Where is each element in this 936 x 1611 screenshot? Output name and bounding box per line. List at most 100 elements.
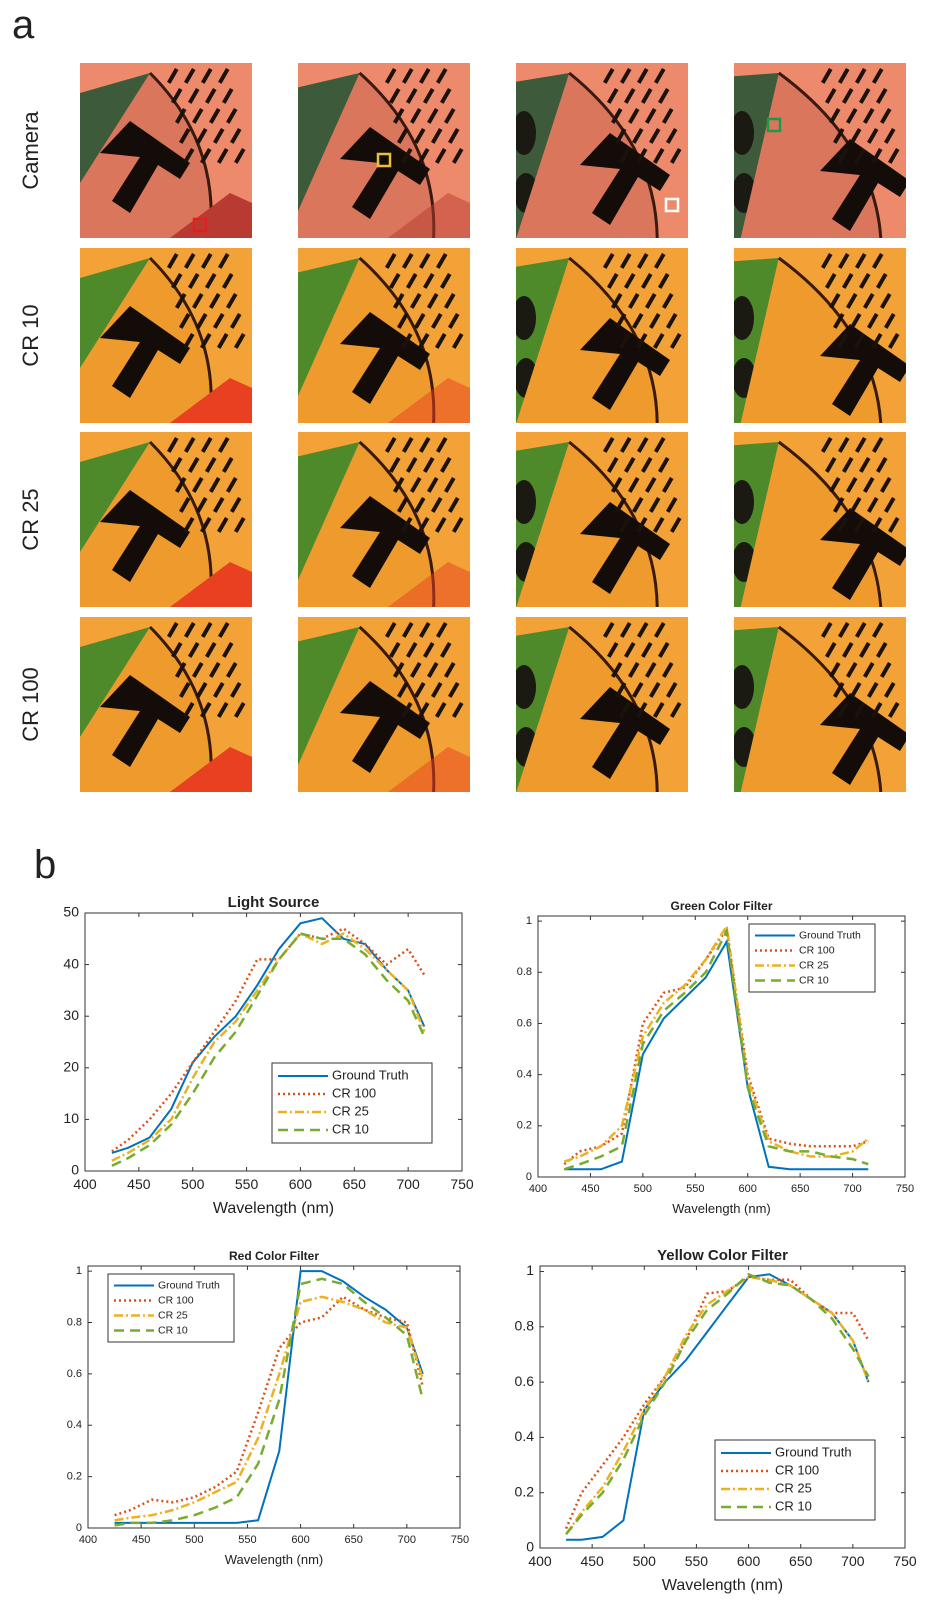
y-tick-label: 30	[63, 1007, 79, 1023]
bar-pattern	[409, 477, 422, 493]
bar-pattern	[196, 496, 208, 513]
x-tick-label: 750	[451, 1534, 469, 1546]
bar-pattern	[838, 436, 850, 453]
bar-pattern	[855, 252, 867, 269]
bar-pattern	[653, 702, 665, 718]
bar-pattern	[641, 642, 653, 658]
bar-pattern	[217, 333, 229, 349]
bar-pattern	[636, 148, 648, 164]
bar-pattern	[888, 148, 900, 164]
image-tile	[734, 617, 906, 792]
bar-pattern	[184, 253, 196, 269]
bar-pattern	[418, 333, 430, 349]
bar-pattern	[837, 702, 849, 718]
legend-label: CR 10	[775, 1498, 812, 1513]
bar-pattern	[175, 293, 187, 309]
bar-pattern	[846, 107, 858, 124]
bar-pattern	[418, 148, 430, 164]
bar-pattern	[884, 312, 896, 329]
bar-pattern	[825, 88, 837, 104]
bar-pattern	[400, 333, 413, 349]
red-region	[170, 378, 252, 423]
y-tick-label: 0.8	[67, 1316, 82, 1328]
y-tick-label: 20	[63, 1059, 79, 1075]
bar-pattern	[863, 662, 875, 678]
bar-pattern	[388, 88, 401, 104]
bar-pattern	[611, 662, 623, 678]
bar-pattern	[620, 67, 632, 84]
bar-pattern	[402, 622, 414, 638]
bar-pattern	[401, 436, 414, 453]
bar-pattern	[654, 621, 666, 638]
bar-pattern	[217, 702, 229, 718]
bar-pattern	[666, 312, 678, 329]
bar-pattern	[880, 477, 892, 493]
bar-pattern	[213, 312, 225, 329]
x-tick-label: 700	[396, 1176, 420, 1192]
bar-pattern	[872, 436, 884, 453]
bar-pattern	[821, 621, 833, 638]
bar-pattern	[632, 496, 644, 513]
bar-pattern	[850, 127, 862, 144]
x-tick-label: 700	[398, 1534, 416, 1546]
bar-pattern	[628, 108, 640, 124]
bar-pattern	[221, 456, 234, 473]
bar-pattern	[654, 252, 666, 269]
bar-pattern	[607, 273, 619, 289]
bar-pattern	[427, 107, 439, 124]
bar-pattern	[867, 127, 879, 144]
bar-pattern	[611, 292, 623, 309]
bar-pattern	[867, 312, 879, 329]
x-tick-label: 550	[238, 1534, 256, 1546]
bar-pattern	[183, 702, 195, 718]
bar-pattern	[188, 88, 200, 104]
bar-pattern	[388, 642, 401, 658]
letter-t	[100, 490, 190, 582]
legend-label: CR 25	[158, 1309, 188, 1321]
bar-pattern	[884, 496, 896, 513]
bar-pattern	[393, 107, 405, 124]
x-tick-label: 550	[235, 1176, 259, 1192]
bar-pattern	[234, 517, 246, 533]
bar-pattern	[859, 273, 871, 289]
bar-pattern	[175, 477, 187, 493]
bar-pattern	[444, 292, 456, 309]
arc-line	[568, 440, 659, 607]
series-line	[566, 1273, 870, 1541]
legend-label: CR 10	[799, 974, 829, 986]
bar-pattern	[213, 682, 225, 698]
panel-label: b	[34, 843, 56, 887]
x-axis-label: Wavelength (nm)	[672, 1201, 771, 1216]
series-line	[114, 1295, 424, 1522]
image-tile	[298, 248, 470, 423]
bar-pattern	[854, 333, 866, 349]
bar-pattern	[205, 456, 217, 473]
bar-pattern	[439, 456, 452, 473]
bar-pattern	[624, 88, 636, 104]
bar-pattern	[205, 273, 217, 289]
bar-pattern	[871, 148, 883, 164]
bar-pattern	[641, 273, 653, 289]
letter-t	[340, 127, 430, 219]
bar-pattern	[400, 517, 413, 533]
y-tick-label: 0.6	[515, 1373, 535, 1389]
bar-pattern	[611, 108, 623, 124]
legend-label: CR 25	[332, 1103, 369, 1118]
bar-pattern	[439, 273, 452, 289]
letter-t	[340, 312, 430, 404]
bar-pattern	[645, 477, 657, 493]
bar-pattern	[167, 437, 179, 453]
legend-label: CR 100	[775, 1462, 819, 1477]
bar-pattern	[183, 517, 195, 533]
bar-pattern	[230, 127, 242, 144]
bar-pattern	[649, 127, 661, 144]
y-tick-label: 1	[526, 1262, 534, 1278]
series-line	[565, 1272, 870, 1535]
bar-pattern	[615, 127, 627, 144]
image-tile	[734, 248, 906, 423]
letter-t	[580, 318, 670, 410]
bar-pattern	[226, 293, 238, 309]
bar-pattern	[388, 456, 401, 473]
red-region	[388, 747, 470, 792]
series-line	[111, 932, 426, 1167]
